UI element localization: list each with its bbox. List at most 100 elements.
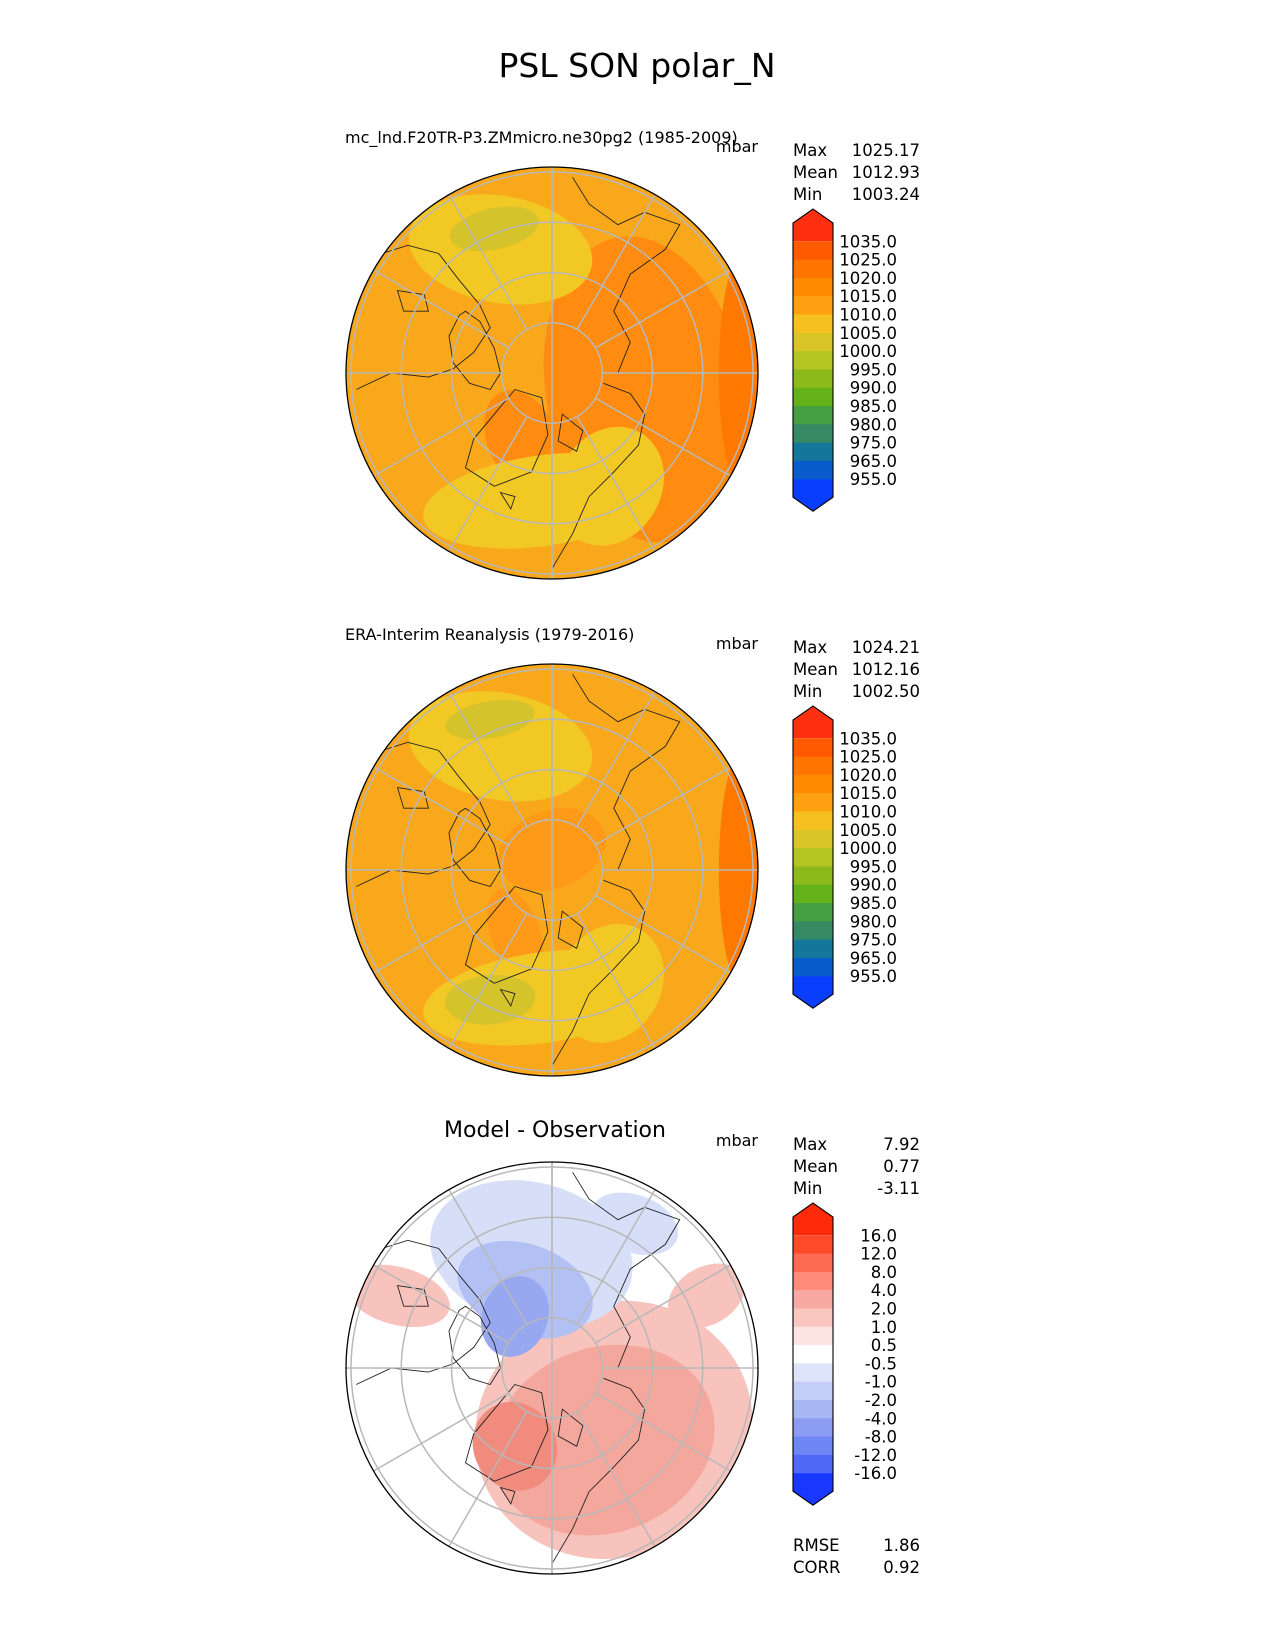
colorbar-swatch: [793, 811, 833, 831]
coastline: [572, 177, 681, 374]
colorbar-swatch: [793, 774, 833, 794]
colorbar-tick-label: 1.0: [871, 1318, 897, 1337]
colorbar: 1035.01025.01020.01015.01010.01005.01000…: [792, 705, 897, 1009]
colorbar-tick-label: 980.0: [850, 415, 897, 434]
colorbar-swatch: [793, 829, 833, 849]
coastline: [572, 1172, 681, 1369]
coastline: [464, 388, 549, 487]
colorbar-swatch: [793, 424, 833, 444]
coastline: [499, 988, 516, 1008]
colorbar-swatch: [793, 406, 833, 425]
colorbar-tick-label: 965.0: [850, 452, 897, 471]
colorbar-tick-label: 1025.0: [839, 251, 897, 270]
colorbar-tick-label: 0.5: [871, 1336, 897, 1355]
colorbar-tick-label: 985.0: [850, 397, 897, 416]
meridian-line: [448, 194, 528, 331]
colorbar-tick-label: 1020.0: [839, 269, 897, 288]
map-boundary: [345, 663, 759, 1077]
coastline: [464, 1383, 549, 1482]
coastline: [557, 413, 584, 452]
extra-stat-label: CORR: [793, 1558, 840, 1577]
coastline: [551, 879, 646, 1066]
meridian-line: [448, 691, 528, 828]
colorbar-swatch: [793, 296, 833, 315]
colorbar-tick-label: -0.5: [865, 1354, 897, 1373]
colorbar-swatch: [793, 939, 833, 959]
meridian-line: [448, 415, 528, 552]
colorbar-swatch: [793, 1271, 833, 1291]
colorbar-outline: [792, 705, 834, 1009]
colorbar-swatch: [793, 1400, 833, 1419]
colorbar: 16.012.08.04.02.01.00.5-0.5-1.0-2.0-4.0-…: [792, 1202, 897, 1506]
colorbar-extend-bottom: [793, 479, 833, 512]
colorbar-tick-label: 990.0: [850, 876, 897, 895]
coastline: [356, 741, 491, 887]
colorbar-extend-top: [793, 209, 833, 242]
colorbar-tick-label: 1010.0: [839, 803, 897, 822]
stat-value: 1012.16: [852, 660, 920, 679]
colorbar-swatch: [793, 957, 833, 977]
meridian-line: [576, 415, 656, 552]
colorbar-tick-label: 965.0: [850, 949, 897, 968]
colorbar-tick-label: 990.0: [850, 379, 897, 398]
coastline: [551, 1377, 646, 1564]
figure-title: PSL SON polar_N: [498, 46, 775, 85]
colorbar-swatch: [793, 351, 833, 370]
colorbar-tick-label: 995.0: [850, 857, 897, 876]
meridian-line: [448, 912, 528, 1049]
coastline: [499, 491, 516, 511]
meridian-line: [373, 397, 510, 477]
meridian-line: [594, 397, 731, 477]
field-north-atlantic-low: [449, 206, 539, 252]
meridian-line: [594, 1264, 731, 1344]
colorbar-swatch: [793, 793, 833, 812]
colorbar-tick-label: 16.0: [860, 1226, 897, 1245]
panel-title: ERA-Interim Reanalysis (1979-2016): [345, 625, 634, 644]
colorbar-tick-label: 1000.0: [839, 839, 897, 858]
colorbar-tick-label: 8.0: [871, 1263, 897, 1282]
colorbar-extend-bottom: [793, 976, 833, 1009]
meridian-line: [594, 894, 731, 974]
coastline: [572, 674, 681, 871]
field-low-ring-south: [555, 923, 664, 1043]
graticule: [346, 1162, 758, 1574]
meridian-line: [594, 269, 731, 349]
colorbar-swatch: [793, 1345, 833, 1364]
coastline: [557, 910, 584, 949]
colorbar-swatch: [793, 259, 833, 279]
colorbar-swatch: [793, 1308, 833, 1328]
colorbar-swatch: [793, 1418, 833, 1438]
meridian-line: [576, 912, 656, 1049]
panels: mc_lnd.F20TR-P3.ZMmicro.ne30pg2 (1985-20…: [345, 128, 920, 1577]
stat-value: 1002.50: [852, 682, 920, 701]
stat-value: 1025.17: [852, 141, 920, 160]
colorbar-swatch: [793, 442, 833, 462]
extra-stat-value: 0.92: [883, 1558, 920, 1577]
colorbar-swatch: [793, 884, 833, 904]
stat-label: Mean: [793, 1157, 838, 1176]
stat-value: 1024.21: [852, 638, 920, 657]
panel-title: mc_lnd.F20TR-P3.ZMmicro.ne30pg2 (1985-20…: [345, 128, 738, 148]
colorbar-swatch: [793, 738, 833, 758]
colorbar-tick-label: 12.0: [860, 1245, 897, 1264]
meridian-line: [576, 194, 656, 331]
units-label: mbar: [716, 634, 759, 653]
colorbar-outline: [792, 208, 834, 512]
extra-stat-value: 1.86: [883, 1536, 920, 1555]
field-low-ring-south: [555, 426, 664, 546]
stat-label: Min: [793, 682, 822, 701]
colorbar-tick-label: -2.0: [865, 1391, 897, 1410]
stat-value: 1012.93: [852, 163, 920, 182]
units-label: mbar: [716, 137, 759, 156]
colorbar-swatch: [793, 1235, 833, 1255]
colorbar-swatch: [793, 241, 833, 261]
meridian-line: [576, 691, 656, 828]
polar-map: [346, 664, 758, 1076]
colorbar-swatch: [793, 387, 833, 407]
meridian-line: [373, 894, 510, 974]
colorbar-swatch: [793, 1436, 833, 1456]
coastline: [356, 244, 491, 390]
stat-label: Min: [793, 1179, 822, 1198]
colorbar-swatch: [793, 1253, 833, 1273]
